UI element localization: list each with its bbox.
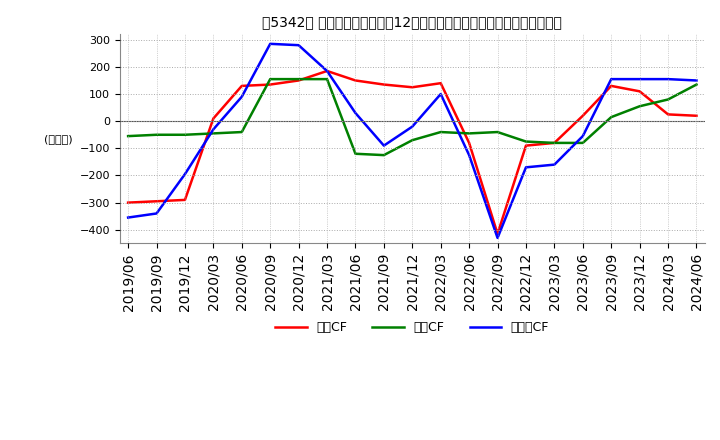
- 投資CF: [266, 77, 274, 82]
- 投資CF: [607, 114, 616, 120]
- 営業CF: [578, 113, 587, 118]
- フリーCF: [379, 143, 388, 148]
- 営業CF: [465, 140, 474, 146]
- 営業CF: [181, 197, 189, 202]
- 投資CF: [436, 129, 445, 135]
- フリーCF: [607, 77, 616, 82]
- フリーCF: [522, 165, 531, 170]
- Legend: 営業CF, 投資CF, フリーCF: 営業CF, 投資CF, フリーCF: [270, 316, 554, 340]
- 投資CF: [294, 77, 303, 82]
- フリーCF: [408, 124, 417, 129]
- フリーCF: [266, 41, 274, 47]
- 投資CF: [578, 140, 587, 146]
- 営業CF: [124, 200, 132, 205]
- 営業CF: [323, 68, 331, 73]
- 営業CF: [522, 143, 531, 148]
- 投資CF: [379, 153, 388, 158]
- フリーCF: [550, 162, 559, 167]
- 投資CF: [465, 131, 474, 136]
- 営業CF: [436, 81, 445, 86]
- 投資CF: [408, 138, 417, 143]
- Line: フリーCF: フリーCF: [128, 44, 696, 238]
- 営業CF: [379, 82, 388, 87]
- 営業CF: [209, 116, 217, 121]
- 投資CF: [635, 104, 644, 109]
- 営業CF: [152, 198, 161, 204]
- 投資CF: [493, 129, 502, 135]
- 営業CF: [550, 140, 559, 146]
- 投資CF: [522, 139, 531, 144]
- フリーCF: [152, 211, 161, 216]
- 投資CF: [692, 82, 701, 87]
- 投資CF: [664, 97, 672, 102]
- 営業CF: [266, 82, 274, 87]
- 営業CF: [238, 83, 246, 88]
- フリーCF: [238, 94, 246, 99]
- フリーCF: [294, 43, 303, 48]
- フリーCF: [465, 153, 474, 158]
- フリーCF: [578, 133, 587, 139]
- Line: 投資CF: 投資CF: [128, 79, 696, 155]
- 投資CF: [124, 133, 132, 139]
- 投資CF: [238, 129, 246, 135]
- 投資CF: [323, 77, 331, 82]
- 営業CF: [493, 231, 502, 236]
- Title: 、5342、 キャッシュフローの12か月移動合計の対前年同期増減額の推移: 、5342、 キャッシュフローの12か月移動合計の対前年同期増減額の推移: [262, 15, 562, 29]
- 投資CF: [351, 151, 360, 156]
- フリーCF: [209, 127, 217, 132]
- 営業CF: [408, 84, 417, 90]
- フリーCF: [635, 77, 644, 82]
- フリーCF: [124, 215, 132, 220]
- 営業CF: [351, 78, 360, 83]
- フリーCF: [664, 77, 672, 82]
- 投資CF: [209, 131, 217, 136]
- Y-axis label: (百万円): (百万円): [44, 134, 73, 144]
- 営業CF: [692, 113, 701, 118]
- 投資CF: [152, 132, 161, 137]
- フリーCF: [493, 235, 502, 241]
- 投資CF: [550, 140, 559, 146]
- 営業CF: [294, 78, 303, 83]
- Line: 営業CF: 営業CF: [128, 71, 696, 234]
- フリーCF: [323, 68, 331, 73]
- フリーCF: [181, 172, 189, 177]
- 営業CF: [664, 112, 672, 117]
- 営業CF: [635, 89, 644, 94]
- フリーCF: [692, 78, 701, 83]
- 投資CF: [181, 132, 189, 137]
- 営業CF: [607, 83, 616, 88]
- フリーCF: [351, 110, 360, 116]
- フリーCF: [436, 92, 445, 97]
